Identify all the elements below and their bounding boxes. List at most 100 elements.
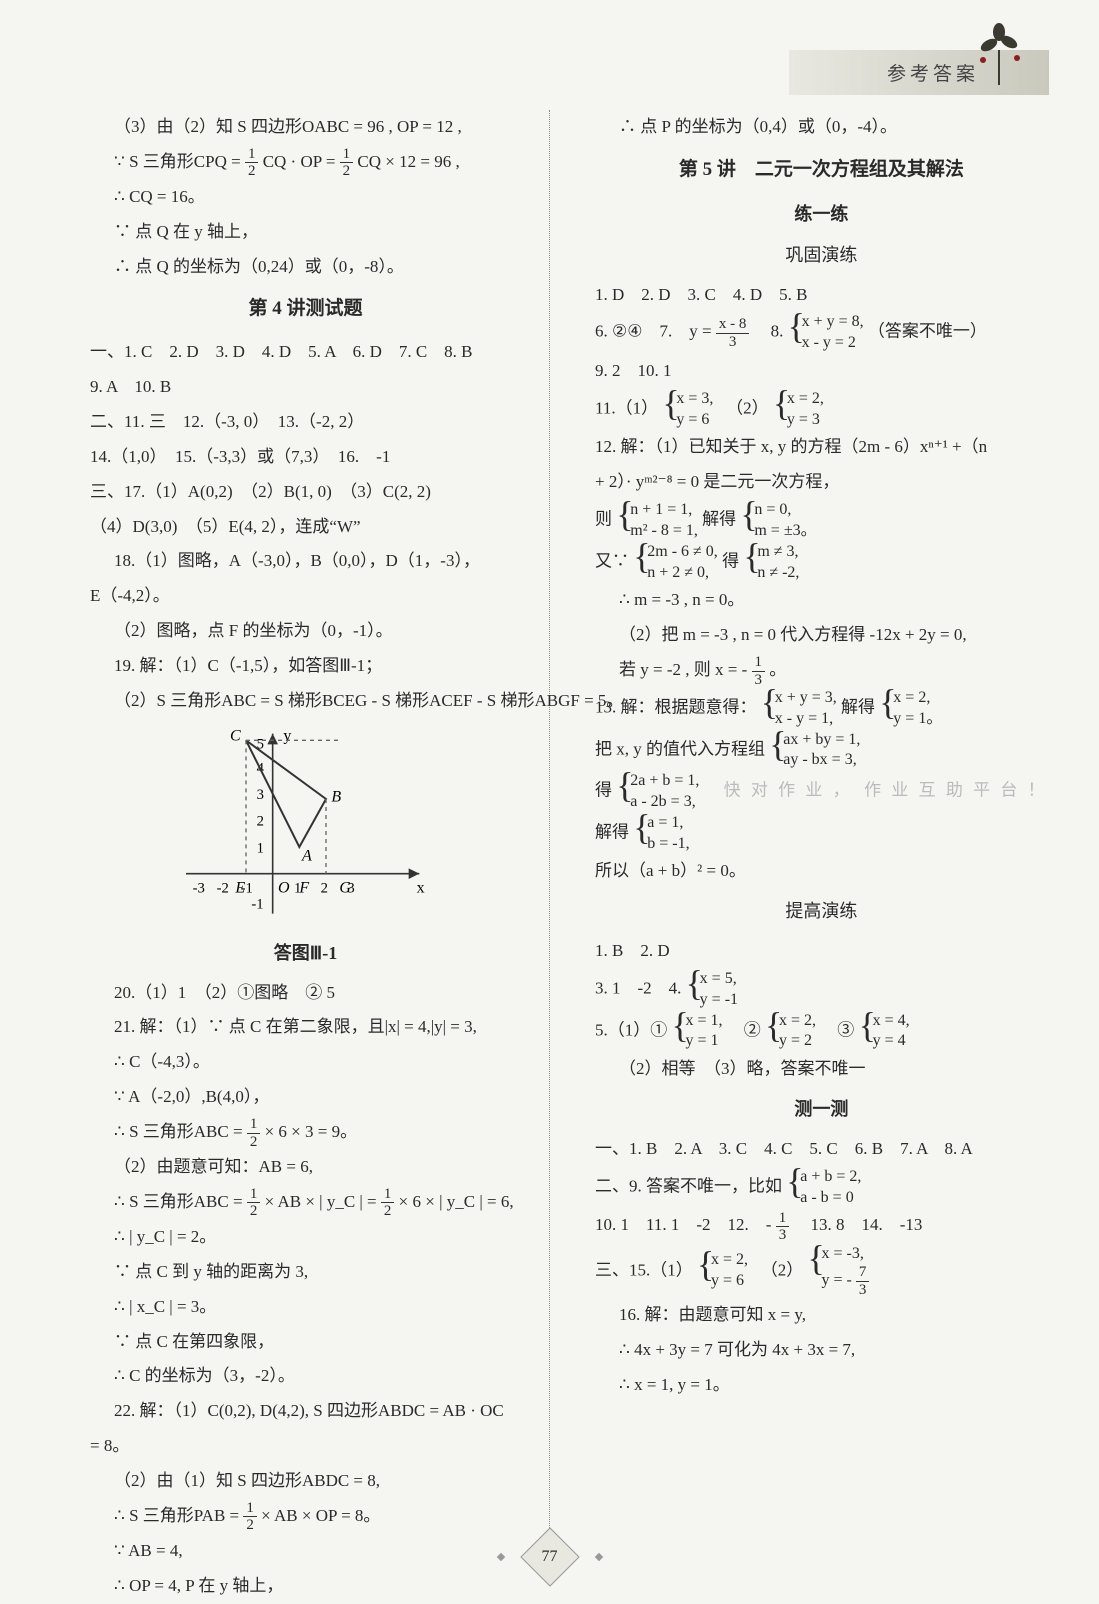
- right-column: ∴ 点 P 的坐标为（0,4）或（0，-4）。 第 5 讲 二元一次方程组及其解…: [590, 110, 1048, 1530]
- svg-text:E: E: [234, 879, 245, 896]
- text: ∴ C 的坐标为（3，-2）。: [90, 1359, 521, 1394]
- left-column: （3）由（2）知 S 四边形OABC = 96 , OP = 12 , ∵ S …: [90, 110, 550, 1530]
- text: 一、1. C 2. D 3. D 4. D 5. A 6. D 7. C 8. …: [90, 335, 521, 370]
- svg-text:-2: -2: [216, 880, 228, 896]
- text: （2）图略，点 F 的坐标为（0，-1）。: [90, 614, 521, 649]
- graph-figure: x y -3 -2 -1 1 2 3 5 4 3 2 1 -1: [176, 727, 436, 927]
- text: ∴ S 三角形ABC = 12 × AB × | y_C | = 12 × 6 …: [90, 1185, 521, 1220]
- text: 则 n + 1 = 1,m² - 8 = 1, 解得 n = 0,m = ±3。: [595, 500, 1048, 542]
- fraction: 73: [856, 1264, 870, 1298]
- subsection-title: 练一练: [595, 196, 1048, 233]
- text: 1. D 2. D 3. C 4. D 5. B: [595, 278, 1048, 313]
- watermark-text: 快 对 作 业 ， 作 业 互 助 平 台 ！: [704, 781, 1048, 800]
- text: （2）相等 （3）略，答案不唯一: [595, 1052, 1048, 1087]
- text: ∴ S 三角形PAB = 12 × AB × OP = 8。: [90, 1499, 521, 1534]
- system: x = 5,y = -1: [686, 969, 738, 1011]
- fraction: 12: [247, 1116, 261, 1150]
- svg-text:A: A: [301, 847, 312, 864]
- text: 得 2a + b = 1,a - 2b = 3, 快 对 作 业 ， 作 业 互…: [595, 771, 1048, 813]
- text: 20.（1）1 （2）①图略 ② 5: [90, 976, 521, 1011]
- fraction: x - 83: [716, 316, 750, 350]
- text: ∵ 点 C 到 y 轴的距离为 3,: [90, 1255, 521, 1290]
- text: 13. 解：根据题意得： x + y = 3,x - y = 1, 解得 x =…: [595, 688, 1048, 730]
- text: （4）D(3,0) （5）E(4, 2），连成“W”: [90, 510, 521, 545]
- text: ∴ S 三角形ABC = 12 × 6 × 3 = 9。: [90, 1115, 521, 1150]
- text: ∴ | x_C | = 3。: [90, 1290, 521, 1325]
- text: ∴ 4x + 3y = 7 可化为 4x + 3x = 7,: [595, 1333, 1048, 1368]
- page: 参考答案 （3）由（2）知 S 四边形OABC = 96 , OP = 12 ,…: [0, 0, 1099, 1600]
- text: 一、1. B 2. A 3. C 4. C 5. C 6. B 7. A 8. …: [595, 1132, 1048, 1167]
- svg-text:y: y: [283, 727, 291, 744]
- text: ∵ S 三角形CPQ = 12 CQ · OP = 12 CQ × 12 = 9…: [90, 145, 521, 180]
- text: ∴ CQ = 16。: [90, 180, 521, 215]
- text: ∵ AB = 4,: [90, 1534, 521, 1569]
- text: 11.（1） x = 3,y = 6 （2） x = 2,y = 3: [595, 389, 1048, 431]
- text: E（-4,2）。: [90, 579, 521, 614]
- text: ∵ 点 C 在第四象限，: [90, 1325, 521, 1360]
- svg-text:-3: -3: [192, 880, 204, 896]
- text: 18.（1）图略，A（-3,0），B（0,0），D（1，-3），: [90, 544, 521, 579]
- system: x = 2,y = 1。: [879, 688, 942, 730]
- text: （2）由题意可知：AB = 6,: [90, 1150, 521, 1185]
- text: 21. 解：（1）∵ 点 C 在第二象限，且|x| = 4,|y| = 3,: [90, 1010, 521, 1045]
- coordinate-graph: x y -3 -2 -1 1 2 3 5 4 3 2 1 -1: [176, 727, 436, 927]
- system: 2m - 6 ≠ 0,n + 2 ≠ 0,: [633, 542, 718, 584]
- svg-text:1: 1: [256, 840, 263, 856]
- text: 3. 1 -2 4. x = 5,y = -1: [595, 969, 1048, 1011]
- page-number: 77: [542, 1548, 558, 1566]
- columns: （3）由（2）知 S 四边形OABC = 96 , OP = 12 , ∵ S …: [90, 110, 1039, 1530]
- svg-text:O: O: [278, 879, 290, 896]
- system: x = 1,y = 1: [672, 1011, 723, 1053]
- svg-text:3: 3: [256, 787, 263, 803]
- decor-dot: [594, 1553, 602, 1561]
- text: ∴ C（-4,3）。: [90, 1045, 521, 1080]
- system: x + y = 8,x - y = 2: [788, 312, 864, 354]
- text: ∵ 点 Q 在 y 轴上，: [90, 215, 521, 250]
- system: x = -3, y = - 73: [808, 1244, 870, 1299]
- svg-text:2: 2: [320, 880, 327, 896]
- text: 又∵ 2m - 6 ≠ 0,n + 2 ≠ 0, 得 m ≠ 3,n ≠ -2,: [595, 542, 1048, 584]
- fraction: 12: [381, 1186, 395, 1220]
- text: （2）由（1）知 S 四边形ABDC = 8,: [90, 1464, 521, 1499]
- text: = 8。: [90, 1429, 521, 1464]
- svg-text:B: B: [331, 788, 341, 805]
- text: 14.（1,0） 15.（-3,3）或（7,3） 16. -1: [90, 440, 521, 475]
- header-label: 参考答案: [887, 59, 979, 86]
- fraction: 12: [340, 146, 354, 180]
- text: ∴ 点 Q 的坐标为（0,24）或（0，-8）。: [90, 250, 521, 285]
- system: m ≠ 3,n ≠ -2,: [743, 542, 799, 584]
- fraction: 12: [245, 146, 259, 180]
- svg-text:x: x: [416, 879, 424, 896]
- text: ∴ m = -3 , n = 0。: [595, 583, 1048, 618]
- text: 解得 a = 1,b = -1,: [595, 813, 1048, 855]
- graph-caption: 答图Ⅲ-1: [90, 935, 521, 972]
- text: 6. ②④ 7. y = x - 83 8. x + y = 8,x - y =…: [595, 312, 1048, 354]
- fraction: 13: [776, 1210, 790, 1244]
- text: 三、17.（1）A(0,2) （2）B(1, 0) （3）C(2, 2): [90, 475, 521, 510]
- system: x = 3,y = 6: [662, 389, 713, 431]
- text: 二、9. 答案不唯一，比如 a + b = 2,a - b = 0: [595, 1167, 1048, 1209]
- plant-icon: [969, 20, 1029, 90]
- system: x = 2,y = 3: [773, 389, 824, 431]
- subsection-title: 巩固演练: [595, 237, 1048, 274]
- system: x = 2,y = 2: [765, 1011, 816, 1053]
- page-number-badge: 77: [520, 1536, 580, 1578]
- system: x = 4,y = 4: [859, 1011, 910, 1053]
- text: + 2）· yᵐ²⁻⁸ = 0 是二元一次方程，: [595, 465, 1048, 500]
- text: 9. A 10. B: [90, 370, 521, 405]
- svg-text:F: F: [298, 879, 309, 896]
- text: 22. 解：（1）C(0,2), D(4,2), S 四边形ABDC = AB …: [90, 1394, 521, 1429]
- text: ∴ | y_C | = 2。: [90, 1220, 521, 1255]
- text: 5.（1）① x = 1,y = 1 ② x = 2,y = 2 ③ x = 4…: [595, 1011, 1048, 1053]
- system: ax + by = 1,ay - bx = 3,: [769, 730, 860, 772]
- system: x = 2,y = 6: [697, 1250, 748, 1292]
- text: 16. 解：由题意可知 x = y,: [595, 1298, 1048, 1333]
- fraction: 12: [247, 1186, 261, 1220]
- text: ∴ OP = 4, P 在 y 轴上，: [90, 1569, 521, 1604]
- system: a + b = 2,a - b = 0: [786, 1167, 861, 1209]
- svg-text:G: G: [339, 879, 351, 896]
- text: （2）S 三角形ABC = S 梯形BCEG - S 梯形ACEF - S 梯形…: [90, 684, 521, 719]
- fraction: 12: [243, 1500, 257, 1534]
- text: 二、11. 三 12.（-3, 0） 13.（-2, 2）: [90, 405, 521, 440]
- text: 三、15.（1） x = 2,y = 6 （2） x = -3, y = - 7…: [595, 1244, 1048, 1299]
